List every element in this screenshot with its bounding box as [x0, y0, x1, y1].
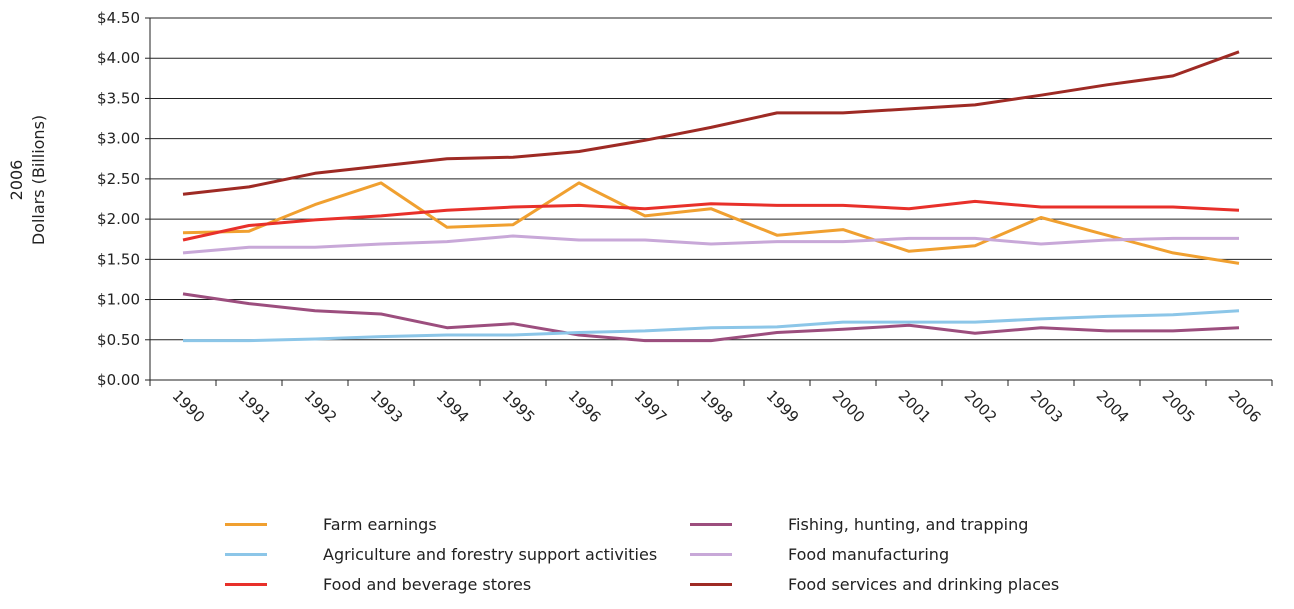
legend-item: Food and beverage stores — [225, 572, 531, 596]
x-tick-label: 2002 — [961, 387, 1001, 427]
legend-label: Agriculture and forestry support activit… — [323, 544, 658, 564]
x-tick-label: 2001 — [895, 387, 935, 427]
x-tick-label: 1999 — [763, 387, 803, 427]
legend-item: Food manufacturing — [690, 542, 949, 566]
x-tick-label: 1998 — [697, 387, 737, 427]
x-axis-ticks: 1990 1991 1992 1993 1994 1995 1996 1997 1998 1999… — [149, 380, 1273, 427]
legend-item: Food services and drinking places — [690, 572, 1059, 596]
legend-swatch — [225, 582, 267, 586]
y-tick-label: $3.50 — [97, 89, 140, 107]
legend-swatch — [690, 552, 732, 556]
legend-label: Fishing, hunting, and trapping — [788, 514, 1029, 534]
y-tick-label: $2.50 — [97, 170, 140, 188]
legend-label: Food manufacturing — [788, 544, 950, 564]
y-axis-label-line2: Dollars (Billions) — [29, 115, 48, 245]
series-line-3 — [182, 234, 1239, 255]
x-tick-label: 2004 — [1093, 387, 1133, 427]
series-line-4 — [182, 199, 1240, 242]
legend-item: Farm earnings — [225, 512, 437, 536]
axes — [149, 18, 1272, 381]
x-tick-label: 1991 — [235, 387, 275, 427]
legend: Farm earnings Fishing, hunting, and trapp… — [225, 512, 1125, 608]
legend-item: Fishing, hunting, and trapping — [690, 512, 1028, 536]
legend-swatch — [225, 522, 267, 526]
x-tick-label: 2003 — [1027, 387, 1067, 427]
legend-swatch — [225, 552, 267, 556]
series-line-5 — [182, 50, 1240, 196]
x-tick-label: 2006 — [1225, 387, 1265, 427]
legend-label: Food services and drinking places — [788, 574, 1060, 594]
x-tick-label: 1995 — [499, 387, 539, 427]
gridlines — [150, 17, 1272, 381]
x-tick-label: 1992 — [301, 387, 341, 427]
x-tick-label: 1990 — [169, 387, 209, 427]
x-tick-label: 1996 — [565, 387, 605, 427]
y-axis-ticks: $0.00 $0.50 $1.00 $1.50 $2.00 $2.50 $3.00 $3.50… — [97, 9, 150, 389]
y-axis-label-line1: 2006 — [7, 160, 26, 201]
y-tick-label: $4.50 — [97, 9, 140, 27]
legend-item: Agriculture and forestry support activit… — [225, 542, 657, 566]
y-tick-label: $1.00 — [97, 291, 140, 309]
x-tick-label: 1993 — [367, 387, 407, 427]
legend-label: Food and beverage stores — [323, 574, 532, 594]
y-tick-label: $4.00 — [97, 49, 140, 67]
legend-swatch — [690, 522, 732, 526]
y-tick-label: $2.00 — [97, 210, 140, 228]
series-line-2 — [183, 309, 1240, 343]
y-tick-label: $0.50 — [97, 331, 140, 349]
x-tick-label: 2005 — [1159, 387, 1199, 427]
y-tick-label: $1.50 — [97, 250, 140, 268]
x-tick-label: 2000 — [829, 387, 869, 427]
series-line-1 — [182, 292, 1240, 343]
series-line-0 — [182, 181, 1240, 265]
line-chart: $0.00 $0.50 $1.00 $1.50 $2.00 $2.50 $3.00 $3.50… — [7, 9, 1273, 427]
y-tick-label: $3.00 — [97, 130, 140, 148]
x-tick-label: 1994 — [433, 387, 473, 427]
y-tick-label: $0.00 — [97, 371, 140, 389]
legend-swatch — [690, 582, 732, 586]
legend-label: Farm earnings — [323, 514, 437, 534]
x-tick-label: 1997 — [631, 387, 671, 427]
series-lines — [182, 50, 1240, 343]
